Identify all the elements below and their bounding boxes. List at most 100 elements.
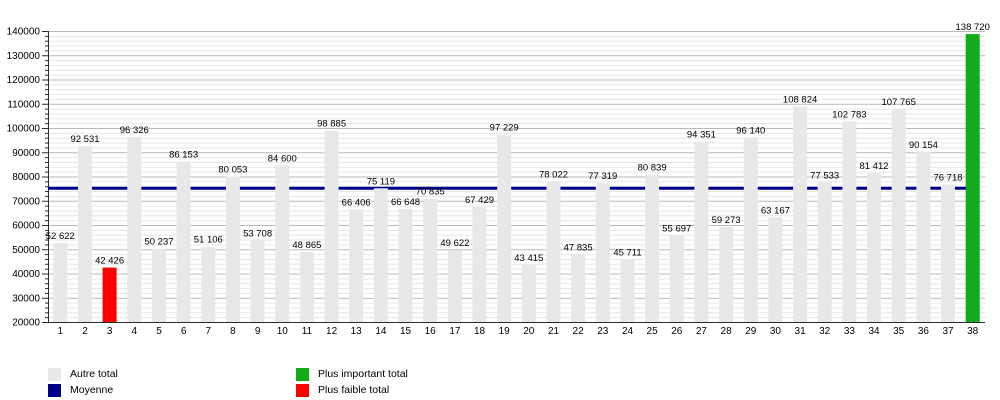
bar-value-label: 53 708	[243, 228, 272, 239]
bar-value-label: 55 697	[662, 223, 691, 234]
bar	[472, 207, 487, 322]
x-tick-label: 14	[375, 326, 387, 337]
bar-value-label: 138 720	[956, 22, 990, 33]
x-tick-label: 6	[181, 326, 187, 337]
bar	[53, 242, 68, 322]
bar	[201, 246, 216, 322]
bar-value-label: 80 053	[218, 164, 247, 175]
y-tick-label: 80000	[12, 172, 40, 183]
bar-value-label: 43 415	[514, 253, 543, 264]
bar-plus-important	[965, 34, 980, 322]
bar	[275, 165, 290, 322]
x-tick-label: 18	[474, 326, 486, 337]
bar	[398, 208, 413, 322]
bar-value-label: 97 229	[490, 123, 519, 134]
bar-value-label: 76 718	[933, 173, 962, 184]
legend-column-right: Plus important total Plus faible total	[296, 366, 408, 398]
y-tick-label: 70000	[12, 196, 40, 207]
bar	[250, 240, 265, 322]
bar	[176, 161, 191, 322]
moyenne-swatch-icon	[48, 383, 61, 397]
y-tick-label: 140000	[7, 27, 41, 38]
bar	[595, 183, 610, 322]
bar-value-label: 42 426	[95, 256, 124, 267]
x-tick-label: 16	[425, 326, 437, 337]
legend-item-autre-total: Autre total	[48, 366, 118, 382]
bar-value-label: 67 429	[465, 195, 494, 206]
chart-legend: Autre total Moyenne Plus important total…	[0, 366, 1000, 400]
legend-label-plus-faible-total: Plus faible total	[318, 384, 390, 396]
bar-value-label: 63 167	[761, 205, 790, 216]
x-tick-label: 37	[942, 326, 954, 337]
bar	[571, 254, 586, 322]
bar	[817, 182, 832, 322]
bar-value-label: 90 154	[909, 140, 938, 151]
x-tick-label: 25	[647, 326, 659, 337]
x-tick-label: 29	[745, 326, 757, 337]
x-tick-label: 31	[795, 326, 807, 337]
bar-value-label: 66 406	[342, 198, 371, 209]
bar	[349, 209, 364, 322]
x-tick-label: 17	[449, 326, 461, 337]
bar	[423, 198, 438, 322]
bar-value-label: 48 865	[292, 240, 321, 251]
x-tick-label: 22	[573, 326, 585, 337]
y-tick-label: 90000	[12, 148, 40, 159]
x-tick-label: 33	[844, 326, 856, 337]
bar-value-label: 45 711	[613, 248, 641, 259]
bar-value-label: 98 885	[317, 119, 346, 130]
bar	[842, 121, 857, 322]
x-tick-label: 27	[696, 326, 708, 337]
bar-value-label: 84 600	[268, 153, 297, 164]
x-tick-label: 9	[255, 326, 261, 337]
x-tick-label: 11	[302, 326, 313, 337]
x-tick-label: 3	[107, 326, 113, 337]
legend-label-autre-total: Autre total	[70, 368, 118, 380]
x-tick-label: 4	[132, 326, 138, 337]
bar-value-label: 77 319	[588, 171, 617, 182]
legend-item-plus-faible-total: Plus faible total	[296, 382, 408, 398]
bar-chart-canvas: 20000 30000 40000 50000 60000 70000 80000 90000…	[7, 22, 990, 337]
legend-column-left: Autre total Moyenne	[48, 366, 118, 398]
x-tick-label: 21	[548, 326, 560, 337]
bar	[373, 188, 388, 322]
bar	[719, 226, 734, 322]
x-tick-label: 19	[499, 326, 511, 337]
y-tick-label: 20000	[12, 318, 40, 329]
bar	[645, 174, 660, 322]
x-tick-label: 20	[523, 326, 535, 337]
bar	[891, 109, 906, 322]
bar	[324, 130, 339, 322]
bar-plus-faible	[102, 267, 117, 322]
x-tick-label: 8	[230, 326, 236, 337]
legend-label-plus-important-total: Plus important total	[318, 368, 408, 380]
plus-faible-total-swatch-icon	[296, 383, 309, 397]
x-tick-label: 2	[82, 326, 88, 337]
y-tick-label: 30000	[12, 293, 40, 304]
bar	[546, 181, 561, 322]
x-tick-label: 10	[277, 326, 289, 337]
legend-item-plus-important-total: Plus important total	[296, 366, 408, 382]
y-tick-label: 40000	[12, 269, 40, 280]
y-tick-label: 60000	[12, 221, 40, 232]
x-tick-label: 1	[58, 326, 64, 337]
bar	[867, 173, 881, 322]
bar	[916, 151, 931, 322]
x-tick-label: 34	[868, 326, 880, 337]
bar	[497, 134, 512, 322]
y-tick-label: 110000	[7, 99, 40, 110]
bar	[620, 259, 635, 322]
x-tick-label: 24	[622, 326, 634, 337]
bar-value-label: 51 106	[194, 235, 223, 246]
legend-item-moyenne: Moyenne	[48, 382, 118, 398]
bar-value-label: 66 648	[391, 197, 420, 208]
bar-value-label: 77 533	[810, 171, 839, 182]
bar	[694, 141, 709, 322]
bar	[743, 137, 758, 322]
x-tick-label: 30	[770, 326, 782, 337]
x-tick-label: 23	[597, 326, 609, 337]
bar-value-label: 47 835	[564, 243, 593, 254]
x-tick-label: 13	[351, 326, 363, 337]
autre-total-swatch-icon	[48, 367, 61, 381]
bar-value-label: 59 273	[712, 215, 741, 226]
